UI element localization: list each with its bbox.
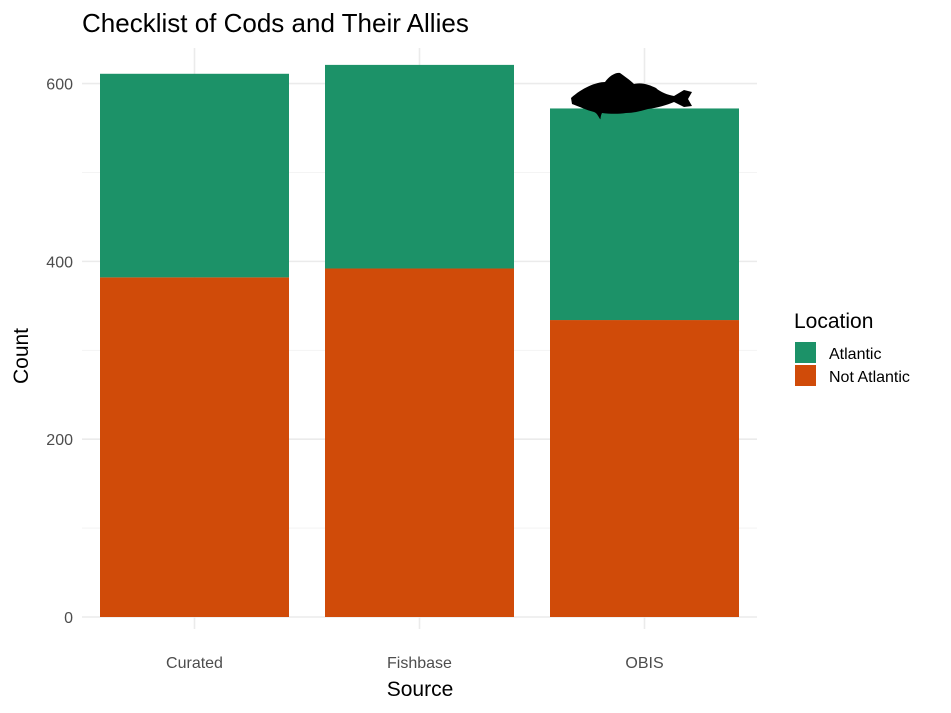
y-tick-label: 600 (46, 77, 73, 94)
x-tick-label: Fishbase (387, 655, 452, 672)
y-tick-label: 0 (64, 610, 73, 627)
legend-label-atlantic: Atlantic (829, 346, 881, 363)
bar-not-atlantic-fishbase (325, 268, 514, 617)
y-axis-ticks: 0 200 400 600 (46, 77, 73, 627)
bar-atlantic-fishbase (325, 64, 514, 269)
x-tick-label: OBIS (625, 655, 663, 672)
legend-swatch-atlantic (795, 342, 816, 363)
bar-not-atlantic-obis (550, 320, 739, 617)
bars (100, 64, 739, 617)
x-axis-title: Source (387, 678, 454, 701)
x-axis-ticks: Curated Fishbase OBIS (166, 655, 664, 672)
legend-label-not-atlantic: Not Atlantic (829, 369, 910, 386)
cod-fish-silhouette-icon (571, 72, 692, 120)
legend: Location Atlantic Not Atlantic (794, 310, 910, 386)
y-tick-label: 400 (46, 254, 73, 271)
x-tick-label: Curated (166, 655, 223, 672)
legend-title: Location (794, 310, 873, 333)
bar-atlantic-obis (550, 108, 739, 321)
y-tick-label: 200 (46, 432, 73, 449)
y-axis-title: Count (10, 328, 33, 384)
legend-swatch-not-atlantic (795, 365, 816, 386)
chart-title: Checklist of Cods and Their Allies (82, 8, 469, 38)
bar-not-atlantic-curated (100, 277, 289, 617)
bar-atlantic-curated (100, 73, 289, 278)
